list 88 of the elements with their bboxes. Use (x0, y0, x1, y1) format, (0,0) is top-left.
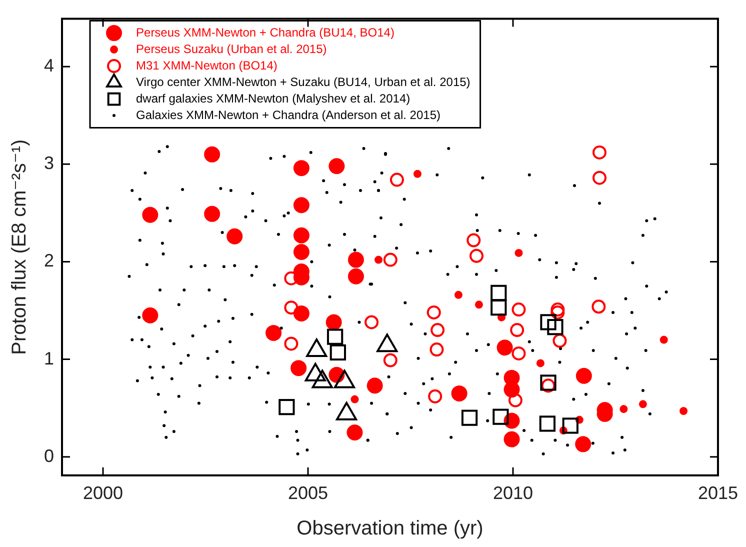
point (490, 300, 507, 316)
point (413, 170, 422, 178)
point (492, 408, 509, 425)
point (539, 416, 556, 432)
point (508, 393, 522, 408)
point (550, 305, 565, 320)
point (592, 170, 606, 185)
y-tick-label: 2 (44, 250, 54, 271)
point (330, 344, 346, 361)
point (364, 315, 379, 330)
point (496, 340, 513, 356)
point (540, 314, 556, 330)
point (504, 382, 520, 398)
point (620, 405, 628, 414)
point (562, 418, 578, 434)
point (346, 424, 363, 440)
point (374, 256, 383, 264)
point (142, 206, 158, 223)
point (536, 359, 544, 368)
y-tick-label: 1 (44, 348, 54, 368)
point (430, 323, 445, 338)
legend-label: Perseus XMM-Newton + Chandra (BU14, BO14) (136, 25, 394, 40)
point (284, 300, 298, 315)
legend-label: Perseus Suzaku (Urban et al. 2015) (136, 42, 327, 56)
x-axis-title: Observation time (yr) (296, 518, 484, 540)
point (293, 160, 310, 176)
point (470, 248, 484, 263)
point (284, 336, 298, 351)
point (490, 284, 507, 302)
x-tick-label: 2010 (492, 483, 534, 504)
point (474, 300, 483, 309)
y-tick-label: 0 (44, 446, 54, 466)
point (451, 385, 468, 402)
point (428, 389, 442, 404)
point (326, 314, 342, 330)
point (575, 436, 592, 452)
point (426, 305, 441, 320)
point (350, 395, 359, 404)
point (142, 307, 158, 324)
y-axis-title: Proton flux (E8 cm⁻²s⁻¹) (8, 139, 31, 355)
point (204, 146, 220, 162)
point (550, 302, 565, 317)
y-tick-label: 4 (44, 56, 54, 76)
legend-label: M31 XMM-Newton (BO14) (136, 58, 278, 72)
point (366, 378, 383, 394)
legend-label: Galaxies XMM-Newton + Chandra (Anderson et al. 2015) (136, 108, 440, 122)
point (547, 319, 564, 336)
x-tick-label: 2005 (288, 483, 328, 504)
point (466, 233, 481, 248)
point (383, 353, 398, 368)
legend-label: dwarf galaxies XMM-Newton (Malyshev et al. 2014) (136, 91, 410, 106)
point (638, 400, 647, 408)
point (512, 302, 526, 317)
point (326, 328, 344, 345)
point (293, 227, 310, 244)
point (348, 252, 364, 268)
point (290, 360, 307, 376)
point (576, 368, 592, 384)
point (592, 300, 606, 314)
point (540, 374, 556, 391)
x-tick-label: 2015 (698, 483, 738, 504)
point (293, 197, 310, 214)
point (592, 145, 606, 160)
point (328, 158, 345, 174)
point (266, 324, 282, 341)
point (204, 206, 220, 222)
point (293, 244, 310, 260)
point (552, 334, 567, 348)
point (514, 248, 523, 257)
point (284, 271, 298, 286)
point (390, 172, 404, 187)
point (504, 431, 520, 448)
x-tick-label: 2000 (82, 483, 124, 504)
point (454, 290, 462, 299)
point (660, 336, 668, 344)
point (512, 346, 526, 360)
point (278, 399, 295, 416)
point (461, 410, 478, 426)
y-tick-label: 3 (44, 153, 54, 174)
point (430, 342, 444, 357)
point (226, 228, 243, 244)
point (293, 305, 310, 322)
point (541, 378, 556, 393)
point (383, 252, 398, 267)
point (348, 268, 364, 284)
point (510, 323, 524, 338)
legend-label: Virgo center XMM-Newton + Suzaku (BU14, Urban et al. 2015) (136, 74, 470, 89)
point (680, 407, 688, 416)
